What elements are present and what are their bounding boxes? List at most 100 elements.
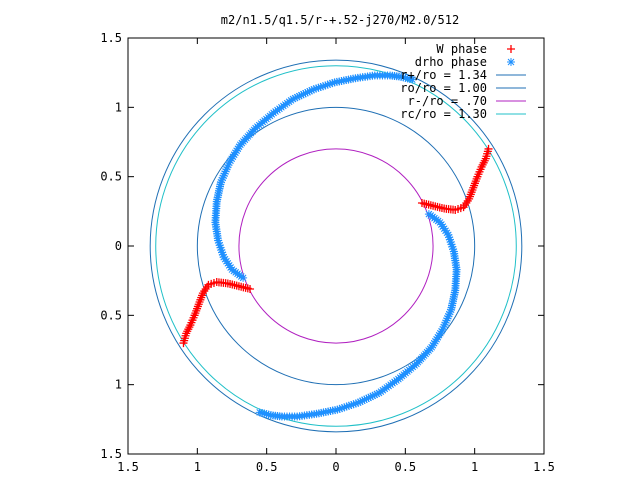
- x-tick-label: 0.5: [394, 460, 416, 474]
- drho-phase-point: [212, 199, 221, 208]
- w-phase-point: [180, 336, 189, 345]
- w-phase-point: [507, 45, 515, 53]
- drho-phase-point: [347, 401, 356, 410]
- w-phase-point: [195, 298, 204, 307]
- drho-phase-point: [451, 284, 460, 293]
- legend-label: r-/ro = .70: [408, 94, 487, 108]
- drho-phase-point: [439, 323, 448, 332]
- drho-phase-point: [340, 403, 349, 412]
- drho-phase-point: [366, 392, 375, 401]
- drho-phase-point: [295, 92, 304, 101]
- drho-phase-point: [413, 358, 422, 367]
- drho-phase-point: [305, 87, 314, 96]
- drho-phase-point: [217, 245, 226, 254]
- drho-phase-point: [356, 397, 365, 406]
- y-tick-label: 0.5: [100, 308, 122, 322]
- drho-phase-point: [446, 307, 455, 316]
- drho-phase-point: [368, 391, 377, 400]
- drho-phase-point: [328, 79, 337, 88]
- drho-phase-point: [430, 339, 439, 348]
- x-tick-label: 1: [194, 460, 201, 474]
- drho-phase-point: [293, 93, 302, 102]
- drho-phase-point: [314, 409, 323, 418]
- chart-title: m2/n1.5/q1.5/r-+.52-j270/M2.0/512: [221, 13, 459, 27]
- drho-phase-point: [358, 396, 367, 405]
- legend-label: W phase: [436, 42, 487, 56]
- drho-phase-point: [228, 152, 237, 161]
- drho-phase-point: [338, 404, 347, 413]
- drho-phase-point: [218, 248, 227, 257]
- drho-phase-point: [442, 316, 451, 325]
- drho-phase-point: [229, 266, 238, 275]
- w-phase-point: [437, 204, 446, 213]
- drho-phase-point: [445, 235, 454, 244]
- x-tick-label: 1.5: [533, 460, 555, 474]
- drho-phase-point: [396, 373, 405, 382]
- drho-phase-point: [211, 220, 220, 229]
- drho-phase-point: [444, 312, 453, 321]
- drho-phase-point: [428, 341, 437, 350]
- drho-phase-point: [362, 394, 371, 403]
- drho-phase-point: [297, 91, 306, 100]
- drho-phase-point: [394, 72, 403, 81]
- x-tick-label: 1.5: [117, 460, 139, 474]
- legend-label: r+/ro = 1.34: [400, 68, 487, 82]
- drho-phase-point: [399, 73, 408, 82]
- drho-phase-point: [354, 398, 363, 407]
- drho-phase-point: [316, 82, 325, 91]
- drho-phase-point: [221, 255, 230, 264]
- drho-phase-point: [448, 242, 457, 251]
- drho-phase-point: [225, 158, 234, 167]
- w-phase-point: [191, 309, 200, 318]
- circle-line: [238, 148, 434, 344]
- drho-phase-point: [264, 410, 273, 419]
- drho-phase-point: [431, 337, 440, 346]
- drho-phase-point: [260, 409, 269, 418]
- drho-phase-point: [433, 333, 442, 342]
- drho-phase-point: [325, 79, 334, 88]
- w-phase-point: [472, 174, 481, 183]
- drho-phase-point: [219, 171, 228, 180]
- w-phase-point: [476, 165, 485, 174]
- drho-phase-point: [309, 85, 318, 94]
- drho-phase-point: [364, 393, 373, 402]
- w-phase-point: [200, 287, 209, 296]
- drho-phase-point: [342, 402, 351, 411]
- x-tick-label: 1: [471, 460, 478, 474]
- drho-phase-point: [372, 389, 381, 398]
- drho-phase-point: [449, 245, 458, 254]
- drho-phase-point: [438, 325, 447, 334]
- drho-phase-point: [230, 150, 239, 159]
- drho-phase-point: [280, 412, 289, 421]
- drho-phase-point: [408, 75, 417, 84]
- drho-phase-point: [307, 86, 316, 95]
- drho-phase-point: [434, 217, 443, 226]
- drho-phase-point: [267, 110, 276, 119]
- drho-phase-point: [368, 71, 377, 80]
- w-phase-point: [426, 201, 435, 210]
- drho-phase-point: [291, 94, 300, 103]
- data-markers: [179, 71, 493, 421]
- drho-phase-point: [215, 241, 224, 250]
- drho-phase-point: [262, 410, 271, 419]
- y-tick-label: 1.5: [100, 447, 122, 461]
- drho-phase-point: [436, 329, 445, 338]
- w-phase-point: [187, 318, 196, 327]
- drho-phase-point: [255, 408, 264, 417]
- legend-label: drho phase: [415, 55, 487, 69]
- drho-phase-point: [319, 82, 328, 91]
- drho-phase-point: [312, 84, 321, 93]
- reference-circles: [149, 59, 523, 433]
- drho-phase-point: [344, 401, 353, 410]
- drho-phase-point: [233, 144, 242, 153]
- drho-phase-point: [231, 148, 240, 157]
- drho-phase-point: [441, 318, 450, 327]
- drho-phase-point: [435, 331, 444, 340]
- drho-phase-point: [216, 180, 225, 189]
- w-phase-point: [207, 279, 216, 288]
- drho-phase-point: [226, 156, 235, 165]
- drho-phase-point: [232, 146, 241, 155]
- circle-line: [196, 106, 476, 386]
- drho-phase-point: [218, 173, 227, 182]
- w-phase-point: [483, 147, 492, 156]
